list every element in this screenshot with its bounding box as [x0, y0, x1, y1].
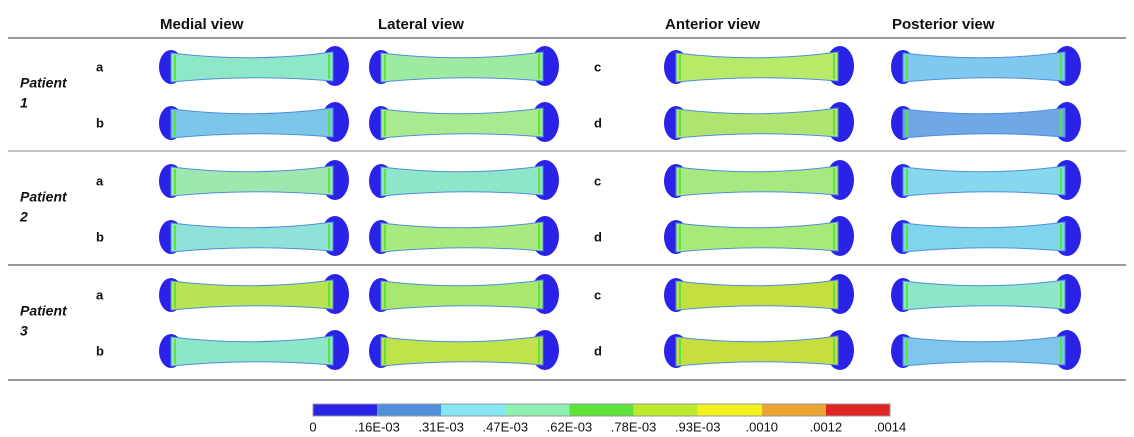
- bone-shaft: [903, 108, 1065, 138]
- colorbar-segment: [377, 404, 441, 416]
- bone-shaft: [676, 52, 838, 82]
- colorbar-segment: [634, 404, 698, 416]
- row-letter: d: [594, 343, 602, 358]
- bone-shaft: [903, 222, 1065, 252]
- bone-shaft: [676, 166, 838, 196]
- row-letter: d: [594, 229, 602, 244]
- colorbar-segment: [441, 404, 505, 416]
- bone-shaft: [676, 108, 838, 138]
- bone-image: [891, 216, 1081, 256]
- bone-image: [891, 160, 1081, 200]
- bone-shaft: [676, 336, 838, 366]
- bone-shaft: [381, 52, 543, 82]
- colorbar-label: .0012: [810, 419, 843, 434]
- colorbar-label: .0010: [746, 419, 779, 434]
- bone-shaft: [903, 336, 1065, 366]
- figure: Medial view Lateral view Anterior view Post…: [0, 0, 1134, 437]
- bone-image: [369, 46, 559, 86]
- patient-label: Patient: [20, 189, 68, 205]
- bone-image: [664, 330, 854, 370]
- colorbar-segment: [698, 404, 762, 416]
- bone-image: [664, 274, 854, 314]
- column-header: Posterior view: [892, 16, 995, 33]
- colorbar-label: .16E-03: [354, 419, 400, 434]
- bone-shaft: [171, 52, 333, 82]
- bone-image: [369, 330, 559, 370]
- bone-shaft: [171, 222, 333, 252]
- bone-image: [664, 46, 854, 86]
- patient-number: 3: [20, 323, 28, 339]
- column-header: Medial view: [160, 16, 244, 33]
- row-letter: b: [96, 343, 104, 358]
- colorbar-label: 0: [309, 419, 316, 434]
- bone-image: [891, 330, 1081, 370]
- row-letter: b: [96, 115, 104, 130]
- bone-shaft: [381, 222, 543, 252]
- bone-shaft: [676, 222, 838, 252]
- column-header: Anterior view: [665, 16, 760, 33]
- colorbar-segment: [762, 404, 826, 416]
- bone-shaft: [381, 108, 543, 138]
- bone-shaft: [381, 336, 543, 366]
- bone-shaft: [381, 166, 543, 196]
- bone-image: [664, 216, 854, 256]
- bone-shaft: [676, 280, 838, 310]
- bone-shaft: [903, 52, 1065, 82]
- bone-image: [369, 274, 559, 314]
- bone-image: [664, 102, 854, 142]
- column-header: Lateral view: [378, 16, 464, 33]
- bone-shaft: [171, 280, 333, 310]
- bone-image: [159, 330, 349, 370]
- colorbar-label: .47E-03: [483, 419, 529, 434]
- row-letter: a: [96, 287, 104, 302]
- bone-shaft: [903, 280, 1065, 310]
- bone-image: [159, 160, 349, 200]
- bone-shaft: [381, 280, 543, 310]
- row-letter: c: [594, 287, 601, 302]
- patient-number: 2: [19, 209, 28, 225]
- patient-label: Patient: [20, 303, 68, 319]
- bone-shaft: [171, 336, 333, 366]
- bone-image: [369, 160, 559, 200]
- colorbar-segment: [826, 404, 890, 416]
- bone-shaft: [903, 166, 1065, 196]
- bone-image: [369, 216, 559, 256]
- patient-number: 1: [20, 95, 28, 111]
- colorbar-segment: [505, 404, 569, 416]
- row-letter: d: [594, 115, 602, 130]
- colorbar-segment: [569, 404, 633, 416]
- row-letter: c: [594, 59, 601, 74]
- bone-shaft: [171, 108, 333, 138]
- bone-shaft: [171, 166, 333, 196]
- row-letter: a: [96, 59, 104, 74]
- bone-image: [664, 160, 854, 200]
- bone-image: [369, 102, 559, 142]
- bone-image: [891, 102, 1081, 142]
- colorbar-label: .62E-03: [547, 419, 593, 434]
- bone-image: [159, 274, 349, 314]
- bone-image: [159, 46, 349, 86]
- colorbar-segment: [313, 404, 377, 416]
- bone-image: [159, 102, 349, 142]
- colorbar-label: .0014: [874, 419, 907, 434]
- bone-image: [891, 274, 1081, 314]
- colorbar-label: .93E-03: [675, 419, 721, 434]
- patient-label: Patient: [20, 75, 68, 91]
- row-letter: b: [96, 229, 104, 244]
- bone-image: [159, 216, 349, 256]
- row-letter: a: [96, 173, 104, 188]
- colorbar-label: .31E-03: [418, 419, 464, 434]
- bone-image: [891, 46, 1081, 86]
- row-letter: c: [594, 173, 601, 188]
- colorbar-label: .78E-03: [611, 419, 657, 434]
